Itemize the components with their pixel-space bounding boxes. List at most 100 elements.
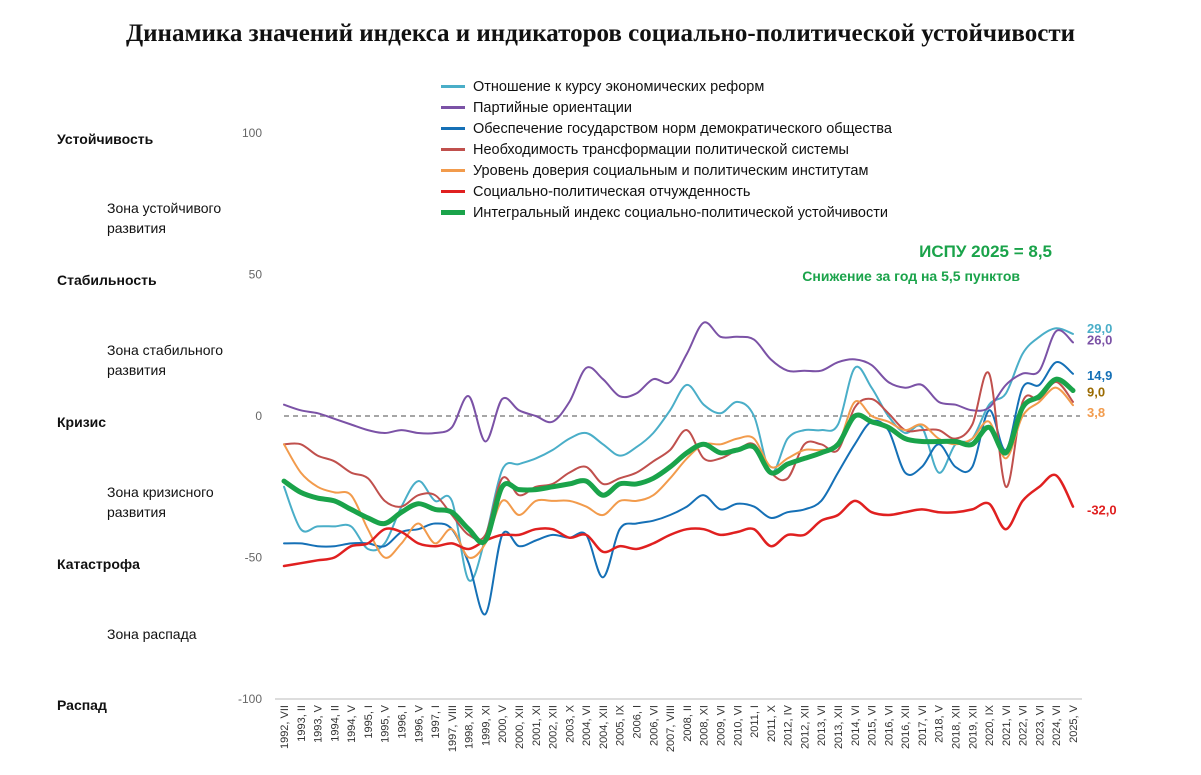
x-tick-label: 2004, XII [598, 705, 610, 749]
x-tick-label: 1996, I [397, 705, 409, 739]
x-tick-label: 2012, IV [783, 704, 795, 746]
series-line [281, 376, 1076, 545]
series-end-label: 14,9 [1087, 368, 1112, 383]
x-tick-label: 2016, VI [883, 705, 895, 746]
series-end-label: 9,0 [1087, 385, 1105, 400]
x-tick-label: 1997, VIII [447, 705, 459, 752]
legend-label: Необходимость трансформации политической… [473, 141, 849, 158]
series-line [282, 473, 1075, 568]
x-tick-label: 2015, VI [867, 705, 879, 746]
legend-swatch [441, 127, 465, 130]
x-tick-label: 2001, XI [531, 705, 543, 746]
legend-swatch [441, 148, 465, 151]
legend-item: Партийные ориентации [441, 97, 892, 118]
x-tick-label: 2018, V [934, 704, 946, 743]
y-tick-label: -50 [245, 551, 263, 565]
series-end-label: 3,8 [1087, 405, 1105, 420]
legend-label: Обеспечение государством норм демократич… [473, 120, 892, 137]
legend-swatch [441, 106, 465, 109]
legend-item: Интегральный индекс социально-политическ… [441, 202, 892, 223]
series-end-label: -32,0 [1087, 503, 1117, 518]
x-tick-label: 2002, XII [548, 705, 560, 749]
x-tick-label: 2017, VI [917, 705, 929, 746]
y-tick-label: 50 [249, 268, 263, 282]
legend-item: Отношение к курсу экономических реформ [441, 76, 892, 97]
x-tick-label: 2004, VI [581, 705, 593, 746]
x-tick-label: 2010, VI [732, 705, 744, 746]
x-tick-label: 2018, XII [950, 705, 962, 749]
x-tick-label: 1993, II [296, 705, 308, 742]
x-tick-label: 1992, VII [279, 705, 291, 749]
series-line [283, 327, 1074, 582]
x-tick-label: 2003, X [564, 704, 576, 743]
x-tick-label: 2009, VI [715, 705, 727, 746]
zone-label-stability: Стабильность [57, 272, 157, 288]
x-tick-label: 2008, II [682, 705, 694, 742]
x-tick-label: 1994, II [329, 705, 341, 742]
x-tick-label: 1993, V [313, 704, 325, 743]
x-tick-label: 2014, VI [850, 705, 862, 746]
zone-desc-crisis: Зона кризисного развития [107, 484, 214, 520]
x-tick-label: 2025, V [1068, 704, 1080, 743]
legend-label: Отношение к курсу экономических реформ [473, 78, 765, 95]
x-tick-label: 2013, VI [816, 705, 828, 746]
x-tick-label: 2000, V [497, 704, 509, 743]
chart-legend: Отношение к курсу экономических реформ П… [441, 76, 892, 223]
zone-label-sustainability: Устойчивость [57, 131, 154, 147]
x-tick-label: 1994, V [346, 704, 358, 743]
zone-label-collapse: Распад [57, 697, 107, 713]
x-tick-label: 2021, VI [1001, 705, 1013, 746]
x-tick-label: 2006, I [632, 705, 644, 739]
x-tick-label: 2006, VI [648, 705, 660, 746]
legend-swatch [441, 85, 465, 88]
x-tick-label: 1996, V [413, 704, 425, 743]
x-tick-label: 2022, VI [1018, 705, 1030, 746]
legend-label: Уровень доверия социальным и политически… [473, 162, 869, 179]
series-line [283, 321, 1074, 443]
x-tick-label: 1997, I [430, 705, 442, 739]
ispu-subtitle: Снижение за год на 5,5 пунктов [802, 268, 1020, 284]
legend-label: Партийные ориентации [473, 99, 632, 116]
zone-label-crisis: Кризис [57, 414, 107, 430]
x-tick-label: 1995, V [380, 704, 392, 743]
x-tick-label: 2016, XII [900, 705, 912, 749]
legend-label: Социально-политическая отчужденность [473, 183, 751, 200]
legend-item: Обеспечение государством норм демократич… [441, 118, 892, 139]
x-tick-label: 2012, XII [799, 705, 811, 749]
x-tick-label: 2011, X [766, 704, 778, 742]
x-tick-label: 2008, XI [699, 705, 711, 746]
x-tick-label: 1998, XII [464, 705, 476, 749]
zone-desc-collapse: Зона распада [107, 626, 197, 642]
zone-desc-sustainable: Зона устойчивого развития [107, 200, 222, 236]
legend-item: Социально-политическая отчужденность [441, 181, 892, 202]
legend-swatch [441, 210, 465, 215]
ispu-headline: ИСПУ 2025 = 8,5 [919, 242, 1052, 261]
x-tick-label: 2020, IX [984, 704, 996, 746]
x-tick-label: 2019, XII [967, 705, 979, 749]
x-tick-label: 2013, XII [833, 705, 845, 749]
x-tick-label: 1999, XI [480, 705, 492, 746]
series-end-label: 29,0 [1087, 321, 1112, 336]
x-tick-label: 2024, VI [1051, 705, 1063, 746]
legend-swatch [441, 169, 465, 172]
legend-label: Интегральный индекс социально-политическ… [473, 204, 888, 221]
x-tick-label: 2023, VI [1034, 705, 1046, 746]
series-line [283, 361, 1074, 616]
y-tick-label: 100 [242, 126, 262, 140]
legend-item: Уровень доверия социальным и политически… [441, 160, 892, 181]
y-tick-label: -100 [238, 692, 262, 706]
series-end-label: 26,0 [1087, 332, 1112, 347]
x-tick-label: 2000, XII [514, 705, 526, 749]
chart-title: Динамика значений индекса и индикаторов … [125, 20, 1076, 47]
zone-label-catastrophe: Катастрофа [57, 556, 140, 572]
x-tick-label: 2011, I [749, 705, 761, 738]
legend-swatch [441, 190, 465, 193]
x-tick-label: 2005, IX [615, 704, 627, 746]
y-tick-label: 0 [255, 409, 262, 423]
series-line [283, 371, 1074, 541]
x-tick-label: 1995, I [363, 705, 375, 739]
legend-item: Необходимость трансформации политической… [441, 139, 892, 160]
x-tick-label: 2007, VIII [665, 705, 677, 752]
zone-desc-stable: Зона стабильного развития [107, 342, 224, 378]
